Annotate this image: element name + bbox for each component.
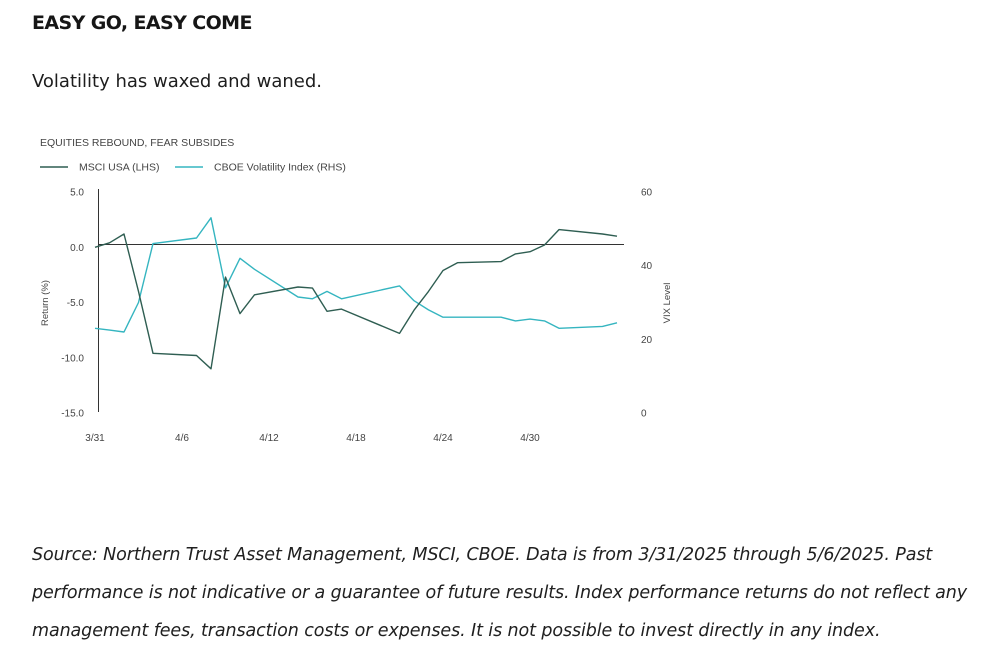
series-line-vix: [94, 217, 618, 333]
chart-title: EQUITIES REBOUND, FEAR SUBSIDES: [40, 137, 234, 149]
right-axis-label: VIX Level: [662, 283, 673, 324]
left-y-ticks: 5.0 0.0 -5.0 -10.0 -15.0: [61, 188, 84, 420]
left-y-tick-label: -5.0: [67, 298, 85, 309]
x-tick-label: 4/6: [175, 433, 189, 444]
x-tick-label: 4/30: [520, 433, 540, 444]
x-tick-label: 4/24: [433, 433, 453, 444]
right-y-tick-label: 40: [641, 261, 653, 272]
x-tick-label: 4/12: [259, 433, 279, 444]
left-y-tick-label: -10.0: [61, 353, 84, 364]
page-heading: EASY GO, EASY COME: [32, 12, 252, 34]
x-ticks: 3/31 4/6 4/12 4/18 4/24 4/30: [85, 433, 540, 444]
left-y-tick-label: -15.0: [61, 409, 84, 420]
x-tick-label: 4/18: [346, 433, 366, 444]
right-y-ticks: 60 40 20 0: [641, 188, 653, 420]
line-chart: EQUITIES REBOUND, FEAR SUBSIDES MSCI USA…: [40, 137, 673, 444]
page-subheading: Volatility has waxed and waned.: [32, 71, 323, 92]
source-note: Source: Northern Trust Asset Management,…: [32, 545, 967, 641]
chart-container: EQUITIES REBOUND, FEAR SUBSIDES MSCI USA…: [0, 125, 720, 455]
left-y-tick-label: 5.0: [70, 188, 84, 199]
right-y-tick-label: 20: [641, 335, 653, 346]
right-y-tick-label: 0: [641, 409, 647, 420]
left-axis-label: Return (%): [40, 280, 51, 326]
legend-label-vix: CBOE Volatility Index (RHS): [214, 162, 346, 174]
x-tick-label: 3/31: [85, 433, 105, 444]
right-y-tick-label: 60: [641, 188, 653, 199]
series-line-msci: [94, 228, 618, 370]
legend-label-msci: MSCI USA (LHS): [79, 162, 160, 174]
left-y-tick-label: 0.0: [70, 243, 84, 254]
